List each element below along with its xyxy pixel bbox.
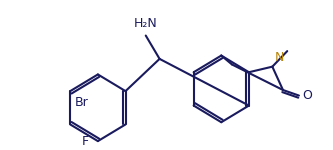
Text: H₂N: H₂N: [134, 17, 158, 30]
Text: F: F: [82, 135, 89, 148]
Text: Br: Br: [75, 96, 88, 109]
Text: N: N: [274, 51, 284, 64]
Text: O: O: [302, 89, 312, 102]
